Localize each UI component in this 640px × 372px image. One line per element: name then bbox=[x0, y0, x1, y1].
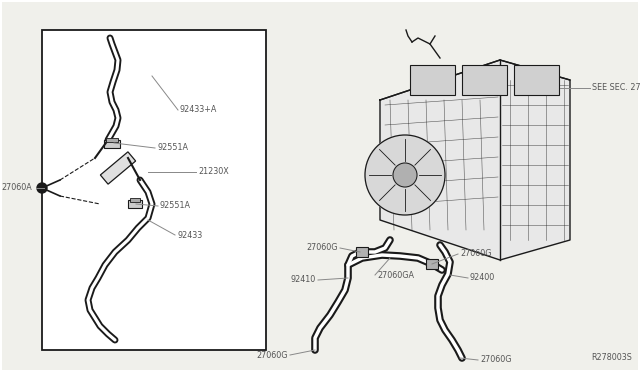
Text: 92433: 92433 bbox=[177, 231, 202, 240]
Bar bbox=[104, 140, 120, 148]
Circle shape bbox=[365, 135, 445, 215]
Bar bbox=[356, 247, 368, 257]
Bar bbox=[426, 259, 438, 269]
Bar bbox=[106, 138, 118, 142]
Polygon shape bbox=[380, 60, 570, 260]
Text: 27060GA: 27060GA bbox=[377, 270, 414, 279]
Bar bbox=[130, 198, 140, 202]
Text: 92551A: 92551A bbox=[160, 202, 191, 211]
FancyBboxPatch shape bbox=[100, 152, 136, 184]
Bar bbox=[410, 65, 455, 95]
Bar bbox=[462, 65, 507, 95]
Text: 92400: 92400 bbox=[470, 273, 495, 282]
Text: 27060G: 27060G bbox=[307, 244, 338, 253]
Text: 27060A: 27060A bbox=[1, 183, 32, 192]
Bar bbox=[128, 200, 142, 208]
Text: R278003S: R278003S bbox=[591, 353, 632, 362]
Text: 27060G: 27060G bbox=[480, 356, 511, 365]
Bar bbox=[42, 30, 266, 350]
Text: 92433+A: 92433+A bbox=[180, 106, 218, 115]
Text: 92551A: 92551A bbox=[157, 144, 188, 153]
Bar bbox=[514, 65, 559, 95]
Text: SEE SEC. 270: SEE SEC. 270 bbox=[592, 83, 640, 93]
Circle shape bbox=[393, 163, 417, 187]
Text: 92410: 92410 bbox=[291, 276, 316, 285]
Text: 27060G: 27060G bbox=[460, 250, 492, 259]
Text: 27060G: 27060G bbox=[257, 350, 288, 359]
Circle shape bbox=[37, 183, 47, 193]
Text: 21230X: 21230X bbox=[198, 167, 228, 176]
